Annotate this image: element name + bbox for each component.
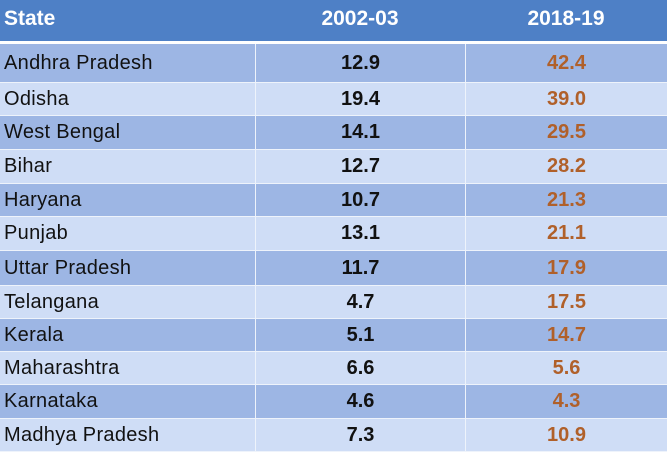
table-row: West Bengal 14.1 29.5 — [0, 116, 667, 150]
value-2018-19-cell: 10.9 — [465, 419, 667, 451]
state-cell: Maharashtra — [4, 356, 120, 379]
value-2018-19-cell: 29.5 — [465, 116, 667, 149]
state-cell: Uttar Pradesh — [4, 256, 132, 279]
value-2002-03-cell: 12.9 — [255, 44, 465, 82]
value-2002-03-cell: 11.7 — [255, 251, 465, 285]
table-row: Telangana 4.7 17.5 — [0, 286, 667, 319]
value-2002-03-cell: 12.7 — [255, 150, 465, 183]
value-2002-03-cell: 7.3 — [255, 419, 465, 451]
state-cell: Andhra Pradesh — [4, 51, 153, 74]
value-2018-19-cell: 17.5 — [465, 286, 667, 318]
state-cell: Telangana — [4, 290, 100, 313]
state-cell: Haryana — [4, 188, 82, 211]
table-row: Odisha 19.4 39.0 — [0, 83, 667, 116]
value-2018-19-cell: 17.9 — [465, 251, 667, 285]
table-row: Andhra Pradesh 12.9 42.4 — [0, 44, 667, 83]
header-2002-03: 2002-03 — [321, 7, 399, 30]
table-row: Uttar Pradesh 11.7 17.9 — [0, 251, 667, 286]
value-2002-03-cell: 10.7 — [255, 184, 465, 216]
table-row: Punjab 13.1 21.1 — [0, 217, 667, 251]
value-2002-03-cell: 14.1 — [255, 116, 465, 149]
table-row: Madhya Pradesh 7.3 10.9 — [0, 419, 667, 452]
table-row: Haryana 10.7 21.3 — [0, 184, 667, 217]
value-2018-19-cell: 21.1 — [465, 217, 667, 250]
state-cell: Madhya Pradesh — [4, 423, 160, 446]
value-2018-19-cell: 39.0 — [465, 83, 667, 115]
value-2002-03-cell: 4.6 — [255, 385, 465, 418]
header-state: State — [4, 7, 56, 30]
value-2018-19-cell: 14.7 — [465, 319, 667, 351]
state-cell: Odisha — [4, 87, 70, 110]
state-cell: Kerala — [4, 323, 64, 346]
state-cell: Bihar — [4, 155, 53, 177]
table-row: Kerala 5.1 14.7 — [0, 319, 667, 352]
value-2002-03-cell: 6.6 — [255, 352, 465, 384]
state-cell: Punjab — [4, 222, 69, 244]
state-cell: West Bengal — [4, 121, 121, 143]
table-body: Andhra Pradesh 12.9 42.4 Odisha 19.4 39.0 West… — [0, 44, 667, 452]
table-row: Maharashtra 6.6 5.6 — [0, 352, 667, 385]
header-2018-19: 2018-19 — [527, 7, 605, 30]
value-2002-03-cell: 4.7 — [255, 286, 465, 318]
table-header: State 2002-03 2018-19 — [0, 0, 667, 44]
value-2018-19-cell: 4.3 — [465, 385, 667, 418]
value-2002-03-cell: 13.1 — [255, 217, 465, 250]
value-2018-19-cell: 28.2 — [465, 150, 667, 183]
value-2018-19-cell: 21.3 — [465, 184, 667, 216]
state-cell: Karnataka — [4, 390, 98, 412]
table-row: Bihar 12.7 28.2 — [0, 150, 667, 184]
value-2018-19-cell: 42.4 — [465, 44, 667, 82]
value-2002-03-cell: 19.4 — [255, 83, 465, 115]
value-2018-19-cell: 5.6 — [465, 352, 667, 384]
value-2002-03-cell: 5.1 — [255, 319, 465, 351]
table-row: Karnataka 4.6 4.3 — [0, 385, 667, 419]
